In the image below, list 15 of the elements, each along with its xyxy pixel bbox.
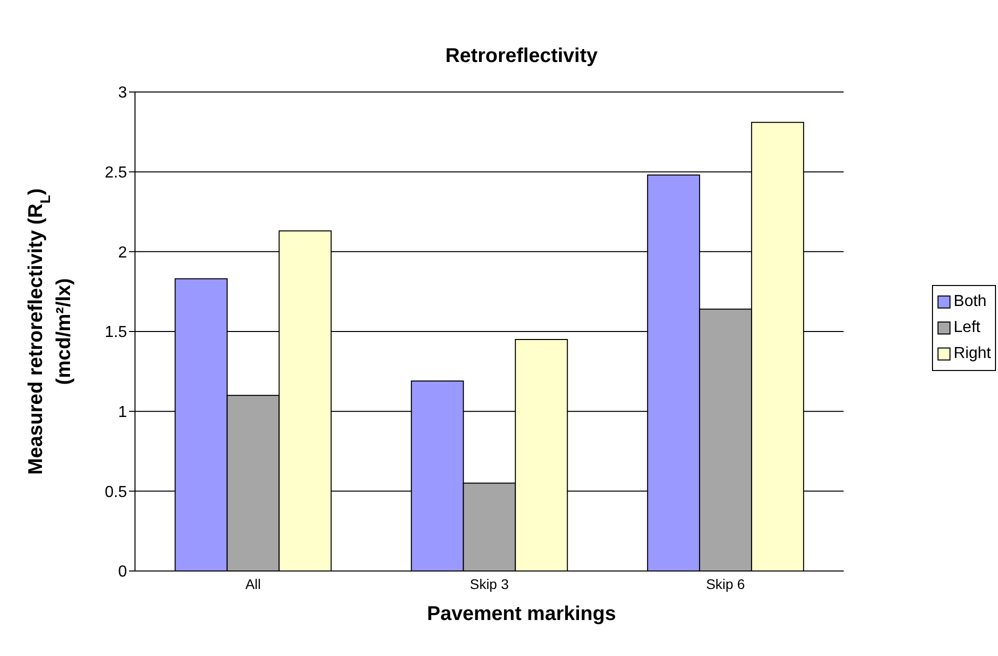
x-tick-label: All <box>245 576 261 592</box>
x-tick-label: Skip 6 <box>706 576 746 592</box>
y-tick-label: 3 <box>118 84 128 102</box>
legend-label: Left <box>954 319 980 337</box>
legend-label: Both <box>954 293 987 311</box>
chart-title: Retroreflectivity <box>445 45 599 67</box>
legend-label: Right <box>954 345 991 363</box>
x-axis-title: Pavement markings <box>427 603 616 625</box>
y-tick-label: 0 <box>118 564 128 581</box>
y-tick-label: 1 <box>118 404 128 422</box>
y-tick-label: 2 <box>118 244 128 262</box>
y-tick-label: 2.5 <box>104 164 128 182</box>
y-tick-label: 1.5 <box>104 324 128 342</box>
x-tick-label: Skip 3 <box>470 576 509 592</box>
y-tick-label: 0.5 <box>104 484 128 501</box>
